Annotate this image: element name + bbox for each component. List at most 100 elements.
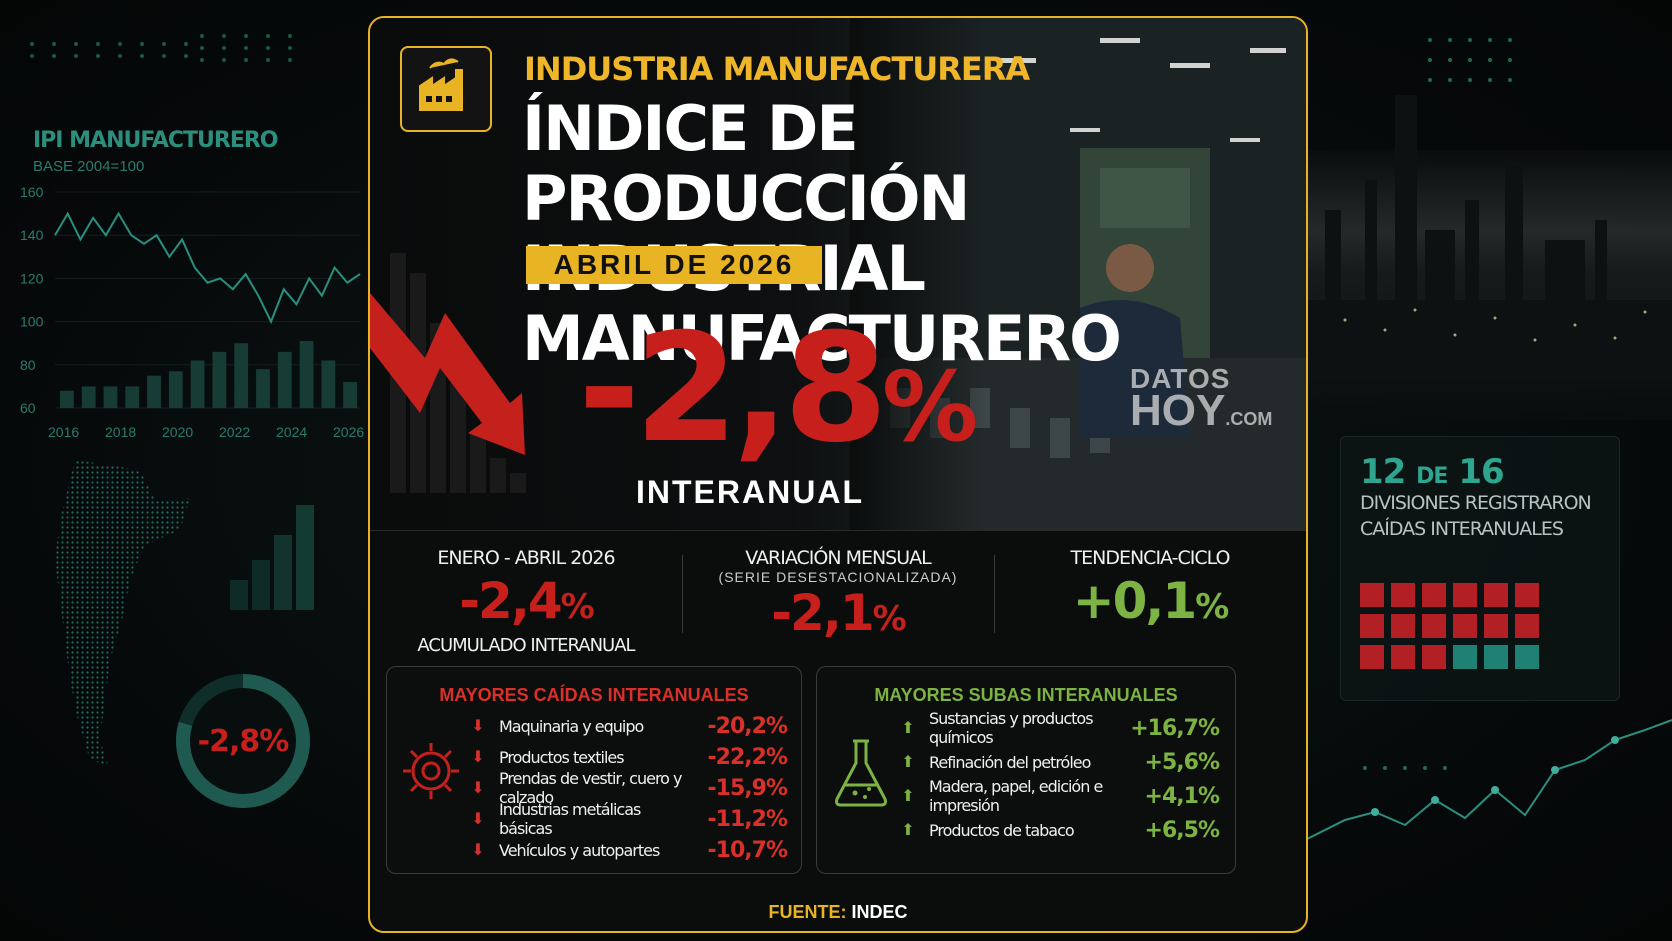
bar-mark xyxy=(81,386,96,408)
list-item: ⬆ Refinación del petróleo +5,6% xyxy=(899,747,1220,777)
list-item-value: -22,2% xyxy=(707,744,788,770)
argentina-map-decoration xyxy=(55,460,314,765)
list-item-value: -10,7% xyxy=(707,837,788,863)
list-item: ⬇ Productos textiles -22,2% xyxy=(469,742,788,772)
stat-subtitle: (SERIE DESESTACIONALIZADA) xyxy=(718,569,958,585)
arrow-up-icon: ⬆ xyxy=(901,754,915,771)
division-cell xyxy=(1360,583,1384,607)
division-cell xyxy=(1484,645,1508,669)
stat-value: -2,1% xyxy=(682,585,994,647)
x-tick-label: 2018 xyxy=(105,424,136,440)
divisions-description: DIVISIONES REGISTRARON CAÍDAS INTERANUAL… xyxy=(1360,492,1592,540)
division-cell xyxy=(1391,614,1415,638)
stat-value-number: +0,1 xyxy=(1072,572,1197,630)
division-cell xyxy=(1391,645,1415,669)
stat-divider xyxy=(682,555,683,633)
list-item-label: Prendas de vestir, cuero y calzado xyxy=(499,769,683,807)
dot-pattern-decoration xyxy=(30,42,198,58)
stat-value: +0,1% xyxy=(994,573,1306,635)
stat-card: ENERO - ABRIL 2026 -2,4% ACUMULADO INTERAN… xyxy=(370,531,682,656)
list-item-label: Vehículos y autopartes xyxy=(499,840,660,860)
list-item-label: Industrias metálicas básicas xyxy=(499,800,641,838)
stat-value: -2,4% xyxy=(370,573,682,635)
bar-mark xyxy=(212,351,227,408)
y-tick-label: 120 xyxy=(20,270,44,286)
ipi-chart-subtitle: BASE 2004=100 xyxy=(33,158,145,175)
left-background-panel xyxy=(0,0,368,941)
divisions-grid xyxy=(1360,583,1539,669)
list-item-value: +16,7% xyxy=(1130,715,1220,741)
bar-mark xyxy=(103,386,118,408)
bar-mark xyxy=(190,360,205,408)
division-cell xyxy=(1422,614,1446,638)
stat-value-number: -2,1 xyxy=(771,584,874,642)
bar-mark xyxy=(299,341,314,408)
flask-icon xyxy=(835,739,887,807)
gauge-ring xyxy=(176,674,310,808)
source-line: FUENTE: INDEC xyxy=(768,902,908,922)
stat-title: TENDENCIA-CICLO xyxy=(1070,547,1231,569)
division-cell xyxy=(1515,614,1539,638)
division-cell xyxy=(1422,645,1446,669)
stepped-bars-decoration xyxy=(230,505,314,610)
x-tick-label: 2026 xyxy=(333,424,364,440)
division-cell xyxy=(1360,645,1384,669)
stat-footer: ACUMULADO INTERANUAL xyxy=(417,635,635,656)
list-item: ⬆ Productos de tabaco +6,5% xyxy=(899,815,1220,845)
list-item-label: Refinación del petróleo xyxy=(929,752,1091,772)
arrow-up-icon: ⬆ xyxy=(901,788,915,805)
stat-value-unit: % xyxy=(560,587,595,627)
bar-mark xyxy=(147,375,161,408)
bar-mark xyxy=(168,371,183,408)
list-item: ⬇ Vehículos y autopartes -10,7% xyxy=(469,835,788,865)
bar-mark xyxy=(343,382,357,408)
list-item-value: -20,2% xyxy=(707,713,788,739)
list-item-label: Productos textiles xyxy=(499,747,625,767)
stats-row: ENERO - ABRIL 2026 -2,4% ACUMULADO INTERAN… xyxy=(370,530,1306,656)
stat-title: ENERO - ABRIL 2026 xyxy=(437,547,615,569)
division-cell xyxy=(1453,614,1477,638)
stat-title: VARIACIÓN MENSUAL xyxy=(745,547,932,569)
factory-icon xyxy=(400,46,492,132)
list-item: ⬇ Maquinaria y equipo -20,2% xyxy=(469,711,788,741)
arrow-up-icon: ⬆ xyxy=(901,720,915,737)
arrow-down-icon: ⬇ xyxy=(471,718,485,735)
division-cell xyxy=(1360,614,1384,638)
ipi-chart-title: IPI MANUFACTURERO xyxy=(33,128,279,153)
drops-panel: MAYORES CAÍDAS INTERANUALES ⬇ Maquinaria … xyxy=(386,666,802,874)
x-tick-label: 2022 xyxy=(219,424,250,440)
division-cell xyxy=(1453,645,1477,669)
main-infographic-card: INDUSTRIA MANUFACTURERA ÍNDICE DE PRODUC… xyxy=(368,16,1308,933)
headline-value: -2,8% xyxy=(578,302,978,476)
x-tick-label: 2016 xyxy=(48,424,79,440)
stat-value-number: -2,4 xyxy=(459,572,562,630)
gear-icon xyxy=(403,743,459,799)
division-cell xyxy=(1391,583,1415,607)
bar-mark xyxy=(256,369,270,408)
bar-mark xyxy=(125,386,140,408)
drops-title: MAYORES CAÍDAS INTERANUALES xyxy=(439,685,749,705)
division-cell xyxy=(1453,583,1477,607)
bar-mark xyxy=(277,351,292,408)
division-cell xyxy=(1515,583,1539,607)
stat-card: VARIACIÓN MENSUAL (SERIE DESESTACIONALIZA… xyxy=(682,531,994,645)
rises-title: MAYORES SUBAS INTERANUALES xyxy=(874,685,1178,705)
x-tick-label: 2020 xyxy=(162,424,193,440)
list-item-label: Productos de tabaco xyxy=(929,820,1075,840)
ipi-line-chart: 160 140 120 100 80 60 2016 2018 2020 2022 2024 2026 xyxy=(20,184,364,440)
datoshoy-watermark: DATOS HOY.COM xyxy=(1130,363,1273,435)
list-item-value: +5,6% xyxy=(1144,749,1220,775)
division-cell xyxy=(1422,583,1446,607)
x-tick-label: 2024 xyxy=(276,424,307,440)
bar-mark xyxy=(60,390,74,408)
bar-mark xyxy=(234,343,249,408)
header-kicker: INDUSTRIA MANUFACTURERA xyxy=(524,50,1030,88)
division-cell xyxy=(1484,583,1508,607)
y-tick-label: 60 xyxy=(20,400,36,416)
bar-mark xyxy=(321,360,336,408)
trend-down-arrow-icon xyxy=(370,253,526,493)
list-item-value: -15,9% xyxy=(707,775,788,801)
list-item-value: -11,2% xyxy=(707,806,788,832)
stat-divider xyxy=(994,555,995,633)
headline-label: INTERANUAL xyxy=(636,474,864,510)
